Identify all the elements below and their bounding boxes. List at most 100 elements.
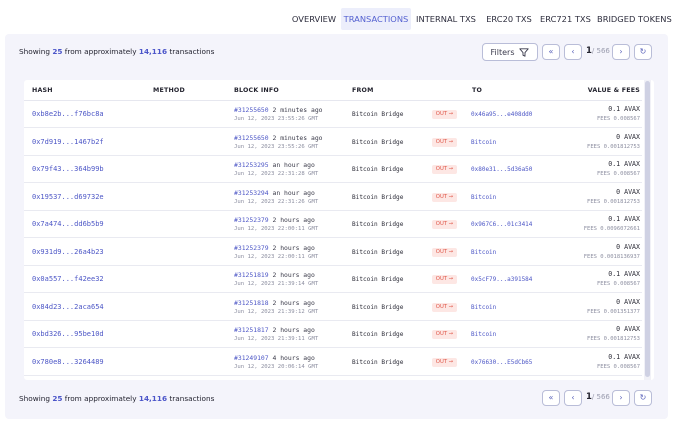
table-row[interactable]: 0x780e8...3264489 #31249107 4 hours ago Ju… — [24, 349, 642, 376]
first-page-button[interactable]: « — [542, 44, 560, 60]
block-info: #31255650 2 minutes ago — [234, 106, 323, 114]
refresh-icon: ↻ — [639, 393, 647, 402]
table-row[interactable]: 0x931d9...26a4b23 #31252379 2 hours ago Ju… — [24, 239, 642, 266]
to-address-link[interactable]: Bitcoin — [471, 303, 497, 311]
to-address-link[interactable]: 0x967C6...01c3414 — [471, 221, 533, 228]
first-page-button-bottom[interactable]: « — [542, 390, 560, 406]
tx-hash-link[interactable]: 0xbd326...95be10d — [32, 330, 104, 338]
column-header-value-fees: VALUE & FEES — [587, 87, 640, 94]
column-header-to: TO — [472, 87, 483, 94]
table-scrollbar[interactable] — [644, 80, 651, 380]
block-number-link[interactable]: #31251818 — [234, 298, 269, 307]
table-row[interactable]: 0x79f43...364b99b #31253295 an hour ago Ju… — [24, 156, 642, 184]
from-address[interactable]: Bitcoin Bridge — [352, 138, 404, 146]
tx-value: 0.1 AVAX — [608, 105, 640, 113]
tab-overview[interactable]: OVERVIEW — [291, 14, 337, 24]
current-page: 1 — [586, 46, 592, 56]
to-address-link[interactable]: 0x76630...E5dCb65 — [471, 358, 533, 366]
double-chevron-left-icon: « — [548, 393, 554, 402]
from-address[interactable]: Bitcoin Bridge — [352, 276, 404, 283]
tab-erc20-txs[interactable]: ERC20 TXS — [486, 14, 532, 24]
total-pages: / 566 — [591, 393, 610, 401]
tx-hash-link[interactable]: 0x19537...d69732e — [32, 192, 104, 201]
block-number-link[interactable]: #31251817 — [234, 326, 269, 334]
tab-erc721-txs[interactable]: ERC721 TXS — [540, 14, 591, 24]
prev-page-button[interactable]: ‹ — [564, 44, 582, 60]
tx-hash-link[interactable]: 0x931d9...26a4b23 — [32, 247, 104, 256]
prev-page-button-bottom[interactable]: ‹ — [564, 390, 582, 406]
from-address[interactable]: Bitcoin Bridge — [352, 166, 404, 173]
refresh-button[interactable]: ↻ — [634, 44, 652, 60]
tx-hash-link[interactable]: 0x7a474...dd6b5b9 — [32, 220, 104, 228]
refresh-icon: ↻ — [639, 47, 647, 56]
block-number-link[interactable]: #31255650 — [234, 106, 269, 114]
tx-fees: FEES 0.008567 — [596, 363, 640, 370]
chevron-left-icon: ‹ — [571, 47, 575, 56]
table-row[interactable]: 0xb8e2b...f76bc8a #31255650 2 minutes ago… — [24, 101, 642, 129]
table-row[interactable]: 0x0a557...f42ee32 #31251819 2 hours ago Ju… — [24, 266, 642, 294]
from-address[interactable]: Bitcoin Bridge — [352, 331, 404, 338]
to-address-link[interactable]: Bitcoin — [471, 331, 497, 338]
next-page-button-bottom[interactable]: › — [612, 390, 630, 406]
tx-hash-link[interactable]: 0x780e8...3264489 — [32, 357, 104, 366]
block-number-link[interactable]: #31253295 — [234, 161, 269, 169]
tx-fees: FEES 0.001351377 — [587, 308, 640, 315]
page-indicator-bottom: 1/ 566 — [586, 392, 610, 402]
block-number-link[interactable]: #31251819 — [234, 271, 269, 279]
block-number-link[interactable]: #31252379 — [234, 216, 269, 224]
from-address[interactable]: Bitcoin Bridge — [352, 111, 404, 118]
tx-hash-link[interactable]: 0x7d919...1467b2f — [32, 137, 104, 146]
tx-value: 0.1 AVAX — [608, 352, 640, 361]
to-address-link[interactable]: Bitcoin — [471, 138, 497, 146]
summary-middle: from approximately — [64, 47, 137, 56]
tx-fees: FEES 0.008567 — [596, 281, 640, 287]
to-address-link[interactable]: 0x80e31...5d36a50 — [471, 166, 533, 173]
table-row[interactable]: 0xbd326...95be10d #31251817 2 hours ago Ju… — [24, 321, 642, 349]
tab-transactions[interactable]: TRANSACTIONS — [341, 8, 411, 30]
from-address[interactable]: Bitcoin Bridge — [352, 221, 404, 228]
block-number-link[interactable]: #31249107 — [234, 353, 269, 362]
tx-fees: FEES 0.008567 — [596, 116, 640, 122]
direction-badge: OUT → — [432, 357, 457, 367]
chevron-left-icon: ‹ — [571, 393, 575, 402]
block-info: #31253295 an hour ago — [234, 161, 315, 169]
from-address[interactable]: Bitcoin Bridge — [352, 358, 404, 366]
tx-hash-link[interactable]: 0xb8e2b...f76bc8a — [32, 110, 104, 118]
block-number-link[interactable]: #31255650 — [234, 133, 269, 142]
tx-hash-link[interactable]: 0x84d23...2aca654 — [32, 302, 104, 311]
to-address-link[interactable]: 0x5cF79...a391584 — [471, 276, 533, 283]
tx-fees: FEES 0.001812753 — [587, 143, 640, 150]
block-info: #31252379 2 hours ago — [234, 244, 315, 252]
block-info: #31255650 2 minutes ago — [234, 134, 323, 142]
to-address-link[interactable]: Bitcoin — [471, 193, 497, 201]
block-date: Jun 12, 2023 21:39:14 GMT — [234, 281, 319, 287]
table-row[interactable]: 0x7d919...1467b2f #31255650 2 minutes ago… — [24, 129, 642, 156]
from-address[interactable]: Bitcoin Bridge — [352, 193, 404, 201]
block-number-link[interactable]: #31252379 — [234, 243, 269, 252]
tab-bar: OVERVIEW TRANSACTIONS INTERNAL TXS ERC20… — [0, 0, 680, 38]
from-address[interactable]: Bitcoin Bridge — [352, 248, 404, 256]
to-address-link[interactable]: 0x46a95...e408dd0 — [471, 111, 533, 118]
to-address-link[interactable]: Bitcoin — [471, 248, 497, 256]
direction-badge: OUT → — [432, 247, 457, 257]
tx-hash-link[interactable]: 0x79f43...364b99b — [32, 165, 104, 173]
filters-button[interactable]: Filters — [482, 43, 538, 61]
tab-internal-txs[interactable]: INTERNAL TXS — [416, 14, 476, 24]
refresh-button-bottom[interactable]: ↻ — [634, 390, 652, 406]
block-date: Jun 12, 2023 23:55:26 GMT — [234, 143, 319, 150]
tx-fees: FEES 0.0096072661 — [583, 226, 640, 232]
next-page-button[interactable]: › — [612, 44, 630, 60]
current-page: 1 — [586, 392, 592, 402]
block-number-link[interactable]: #31253294 — [234, 188, 269, 197]
scrollbar-thumb[interactable] — [645, 81, 650, 377]
table-row[interactable]: 0x7a474...dd6b5b9 #31252379 2 hours ago Ju… — [24, 211, 642, 239]
table-row[interactable]: 0x84d23...2aca654 #31251818 2 hours ago Ju… — [24, 294, 642, 321]
tab-bridged-tokens[interactable]: BRIDGED TOKENS — [597, 14, 672, 24]
transactions-table: HASH METHOD BLOCK INFO FROM TO VALUE & F… — [24, 80, 654, 380]
total-pages: / 566 — [591, 47, 610, 55]
block-date: Jun 12, 2023 21:39:11 GMT — [234, 336, 319, 342]
block-age: an hour ago — [272, 161, 315, 169]
tx-hash-link[interactable]: 0x0a557...f42ee32 — [32, 275, 104, 283]
table-row[interactable]: 0x19537...d69732e #31253294 an hour ago Ju… — [24, 184, 642, 211]
from-address[interactable]: Bitcoin Bridge — [352, 303, 404, 311]
